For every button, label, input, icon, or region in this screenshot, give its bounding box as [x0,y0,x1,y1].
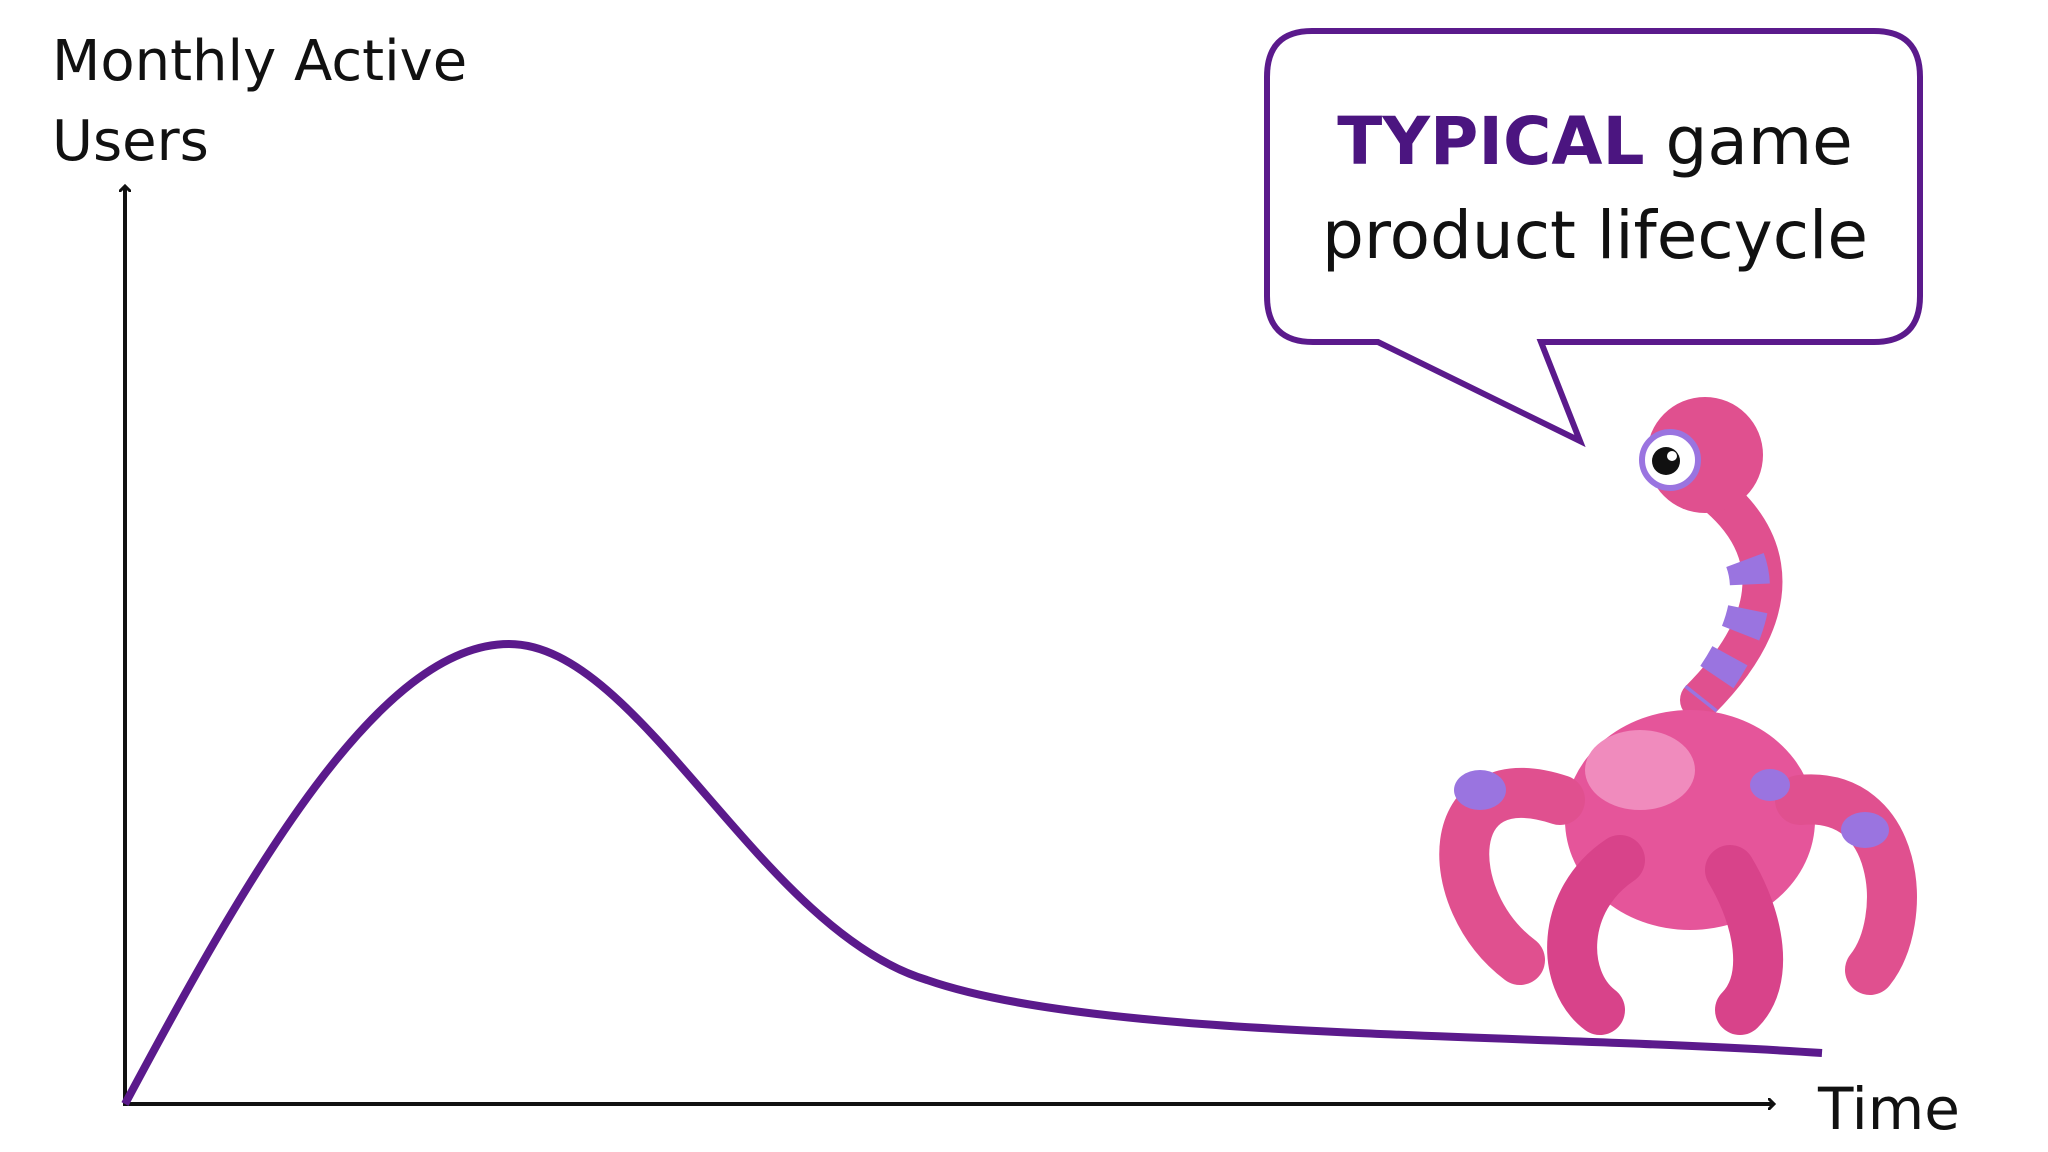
callout-emphasis: TYPICAL [1337,103,1645,180]
y-axis-label: Monthly Active Users [52,29,468,174]
lifecycle-curve [121,639,1823,1106]
callout-text: TYPICAL game product lifecycle [1290,95,1900,283]
speech-bubble [1264,28,1923,448]
monster [1439,397,1917,1035]
callout-rest: game product lifecycle [1322,103,1868,274]
x-axis-label: Time [1818,1075,1960,1143]
